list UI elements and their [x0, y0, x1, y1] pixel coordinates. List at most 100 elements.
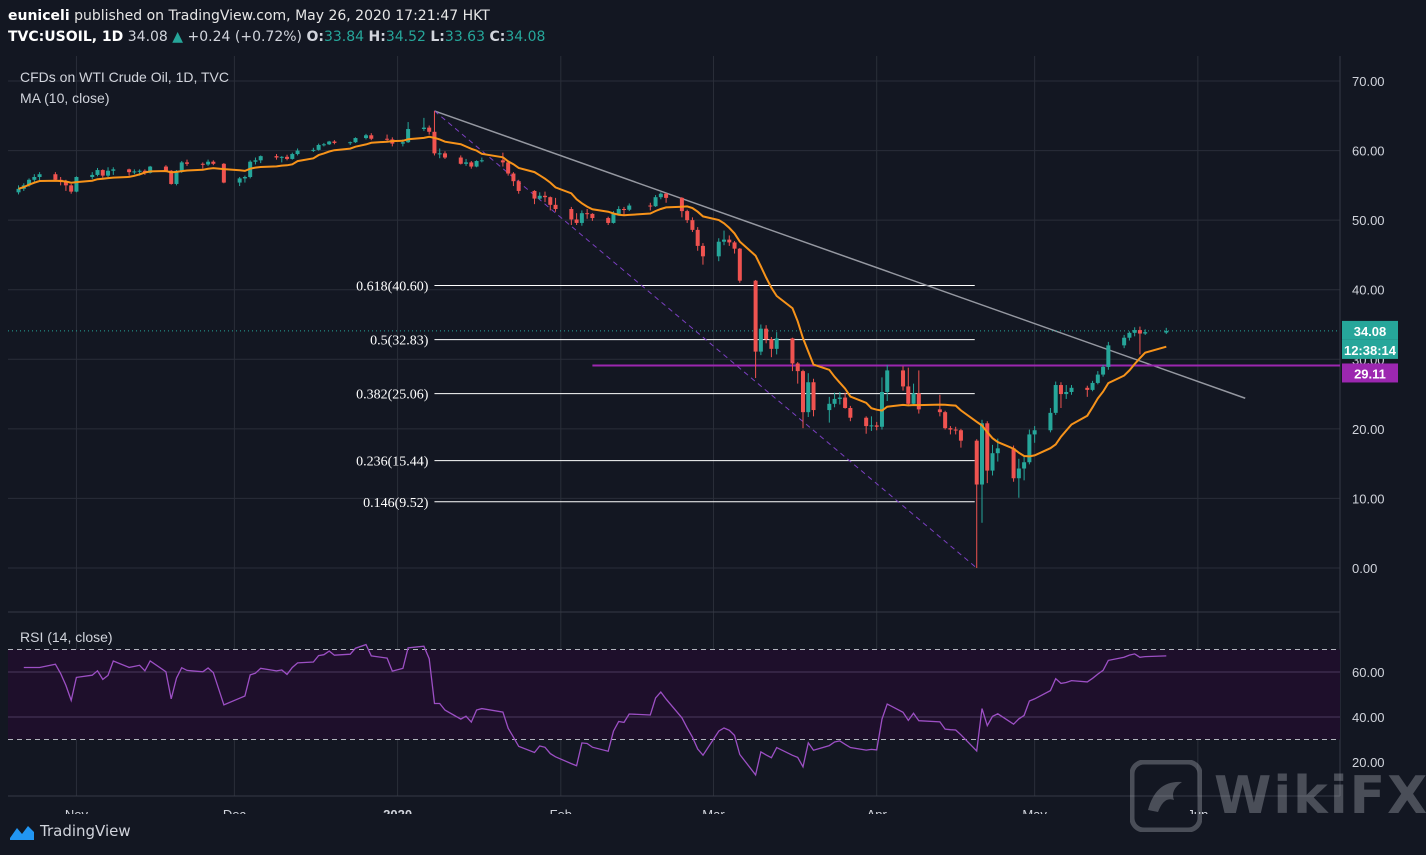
candle-body [253, 160, 258, 162]
candle-body [879, 391, 884, 427]
candle-body [943, 412, 948, 429]
rsi-band-fill [8, 649, 1340, 740]
candle-body [795, 363, 800, 372]
candle-body [621, 209, 626, 211]
fibonacci-levels[interactable]: 0.618(40.60) 0.5(32.83) 0.382(25.06) 0.236(… [356, 280, 975, 511]
candle-body [758, 328, 763, 352]
fib-level-label: 0.382(25.06) [356, 388, 429, 403]
fib-level-label: 0.236(15.44) [356, 455, 429, 470]
candle-body [627, 205, 632, 210]
candle-body [179, 162, 184, 171]
candle-body [506, 162, 511, 174]
candle-body [732, 242, 737, 249]
candle-body [148, 166, 153, 173]
candle-body [37, 174, 42, 178]
candle-body [1053, 385, 1058, 413]
ma-legend: MA (10, close) [20, 90, 109, 106]
support-price-badge: 29.11 [1354, 366, 1386, 381]
support-price-badge-bg [1342, 363, 1398, 383]
candle-body [543, 195, 548, 198]
price-tick-label: 0.00 [1352, 561, 1377, 576]
candle-body [332, 141, 337, 143]
candle-body [185, 162, 190, 164]
symbol-label[interactable]: TVC:USOIL, 1D [8, 29, 124, 45]
countdown-badge-bg [1342, 339, 1398, 359]
candle-body [1090, 382, 1095, 390]
ma-10-line [18, 135, 1167, 458]
candle-body [843, 397, 848, 408]
fib-level-label: 0.5(32.83) [370, 334, 429, 349]
time-tick-label: May [1022, 807, 1047, 814]
candle-body [664, 193, 669, 198]
candle-body [516, 181, 521, 191]
candle-body [1085, 387, 1090, 390]
price-tick-label: 40.00 [1352, 283, 1385, 298]
price-tick-label: 70.00 [1352, 74, 1385, 89]
candle-body [1069, 387, 1074, 392]
candle-body [1027, 434, 1032, 463]
candle-body [400, 142, 405, 144]
candle-body [764, 328, 769, 340]
price-tick-label: 10.00 [1352, 491, 1385, 506]
last-price: 34.08 [127, 29, 168, 45]
candle-body [953, 429, 958, 431]
candle-body [916, 393, 921, 410]
candle-body [906, 386, 911, 404]
candle-body [774, 338, 779, 349]
candle-body [585, 213, 590, 215]
candle-body [937, 409, 942, 413]
candle-body [911, 393, 916, 404]
time-tick-label: Feb [550, 807, 572, 814]
candle-body [901, 370, 906, 387]
candle-body [464, 162, 469, 164]
candle-body [258, 156, 263, 161]
candle-body [1064, 391, 1069, 395]
candle-body [685, 211, 690, 221]
low-value: 33.63 [444, 29, 486, 45]
candle-body [211, 161, 216, 164]
price-tick-label: 20.00 [1352, 422, 1385, 437]
candle-body [974, 440, 979, 485]
candle-body [679, 197, 684, 212]
candle-body [285, 156, 290, 159]
footer-brand-text: TradingView [40, 822, 131, 840]
candle-body [442, 153, 447, 158]
candle-body [353, 138, 358, 143]
candle-body [1048, 412, 1053, 431]
candle-body [985, 423, 990, 471]
candle-body [579, 213, 584, 223]
countdown-badge: 12:38:14 [1344, 343, 1397, 358]
candle-body [53, 174, 58, 180]
wikifx-logo-icon [1130, 760, 1202, 832]
candle-body [1058, 385, 1063, 395]
candle-body [1106, 345, 1111, 367]
candle-body [1122, 337, 1127, 346]
rsi-line [23, 643, 1167, 777]
candle-body [295, 150, 300, 155]
fib-level-label: 0.146(9.52) [363, 496, 429, 511]
candle-body [690, 220, 695, 230]
candle-body [385, 138, 390, 140]
rsi-tick-label: 60.00 [1352, 665, 1385, 680]
price-chart[interactable]: 0.618(40.60) 0.5(32.83) 0.382(25.06) 0.236(… [0, 56, 1426, 814]
author-name[interactable]: euniceli [8, 8, 70, 24]
candle-body [427, 127, 432, 132]
candle-body [616, 209, 621, 214]
candles [16, 110, 1169, 568]
footer-brand[interactable]: TradingView [8, 820, 308, 844]
candle-body [458, 157, 463, 164]
candle-body [769, 339, 774, 349]
rsi-tick-label: 40.00 [1352, 710, 1385, 725]
candle-body [1032, 430, 1037, 435]
candle-body [869, 425, 874, 427]
last-price-badge: 34.08 [1354, 324, 1387, 339]
candle-body [811, 382, 816, 411]
candle-body [474, 161, 479, 167]
price-tick-label: 50.00 [1352, 213, 1385, 228]
candle-body [611, 213, 616, 223]
candle-body [1101, 366, 1106, 375]
candle-body [532, 190, 537, 199]
candle-body [511, 173, 516, 182]
candle-body [100, 170, 105, 176]
candle-body [406, 129, 411, 143]
